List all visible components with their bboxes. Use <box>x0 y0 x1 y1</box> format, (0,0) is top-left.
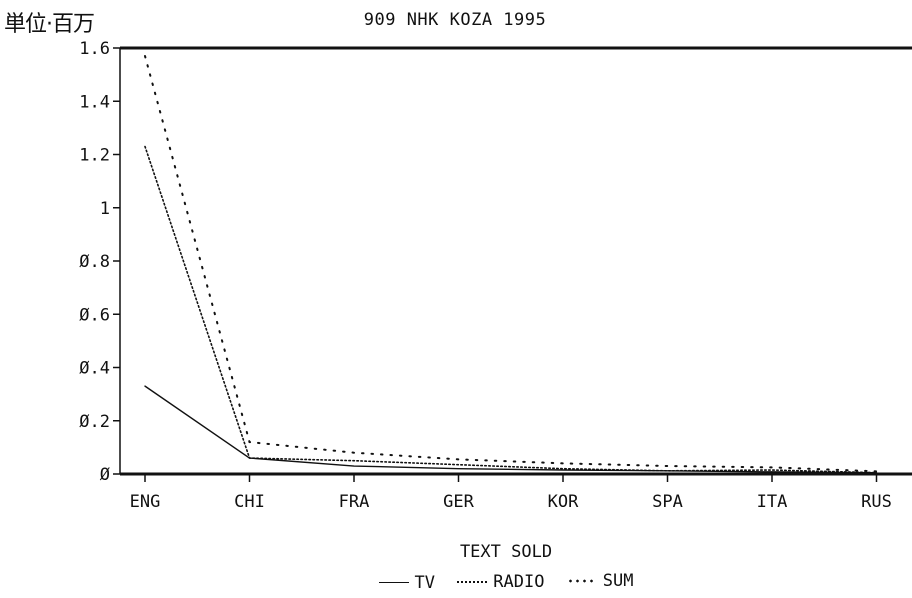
series-line-tv <box>144 385 878 474</box>
legend-item-sum: SUM <box>566 571 634 591</box>
x-tick-label: CHI <box>234 492 265 512</box>
x-axis-label: TEXT SOLD <box>459 542 553 562</box>
x-tick-label: KOR <box>548 492 579 512</box>
y-tick-label: Ø.4 <box>79 359 110 379</box>
y-tick-label: 1 <box>100 199 110 219</box>
x-axis-ticks: ENG CHI FRA GER KOR SPA ITA RUS <box>130 474 892 512</box>
y-tick-label: 1.2 <box>79 146 110 166</box>
x-tick-label: GER <box>443 492 474 512</box>
x-tick-label: ITA <box>757 492 788 512</box>
y-tick-label: Ø.8 <box>79 252 110 272</box>
y-axis-ticks: Ø Ø.2 Ø.4 Ø.6 Ø.8 1 1.2 1.4 1.6 <box>79 39 120 485</box>
y-tick-label: Ø <box>100 465 110 485</box>
legend-label-radio: RADIO <box>493 572 545 592</box>
legend-label-sum: SUM <box>602 571 634 591</box>
y-unit-label: 単位·百万 <box>4 12 95 37</box>
y-tick-label: 1.4 <box>79 92 110 112</box>
legend-swatch-dotted <box>457 581 488 583</box>
y-tick-label: Ø.6 <box>79 305 110 325</box>
y-tick-label: 1.6 <box>79 39 110 59</box>
legend: TV RADIO SUM <box>0 568 912 593</box>
x-tick-label: ENG <box>130 492 161 512</box>
chart-series <box>144 54 878 474</box>
legend-swatch-sparse-dotted <box>566 579 597 583</box>
legend-label-tv: TV <box>414 572 436 593</box>
x-tick-label: RUS <box>861 492 892 512</box>
legend-swatch-solid <box>378 582 409 583</box>
x-tick-label: FRA <box>339 492 370 512</box>
y-tick-label: Ø.2 <box>79 412 110 432</box>
chart-title: 909 NHK KOZA 1995 <box>363 10 547 30</box>
legend-item-radio: RADIO <box>457 572 544 592</box>
legend-item-tv: TV <box>378 572 436 593</box>
x-tick-label: SPA <box>652 492 683 512</box>
series-line-radio <box>144 145 878 474</box>
series-line-sum <box>144 54 878 473</box>
chart-axes <box>119 46 912 476</box>
